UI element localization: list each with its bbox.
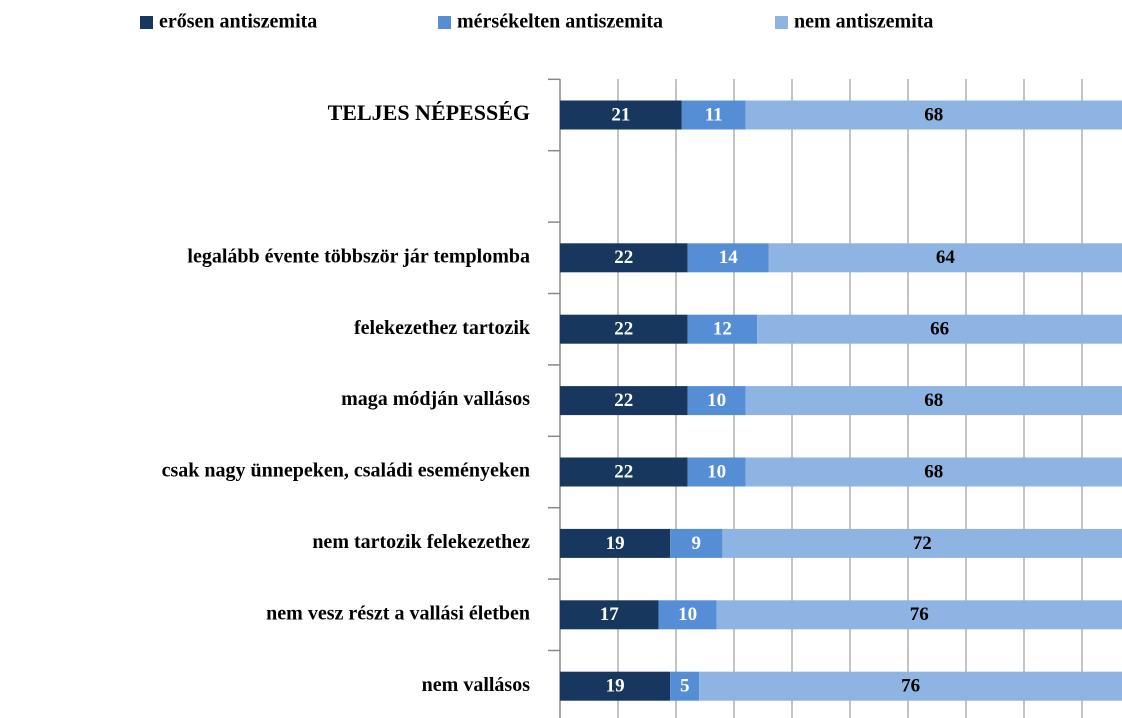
data-label: 10	[678, 604, 697, 625]
data-label: 12	[713, 319, 732, 340]
bar-segment	[560, 314, 688, 344]
category-label: TELJES NÉPESSÉG	[328, 100, 530, 125]
bar-segment	[745, 386, 1122, 416]
data-label: 72	[913, 533, 932, 554]
data-label: 22	[614, 390, 633, 411]
bar-segment	[560, 457, 688, 487]
data-label: 68	[924, 104, 943, 125]
data-label: 14	[719, 247, 739, 268]
category-label: legalább évente többször jár templomba	[187, 245, 530, 267]
bar-segment	[757, 314, 1122, 344]
category-label: nem vesz részt a vallási életben	[266, 602, 530, 624]
data-label: 76	[901, 676, 920, 697]
data-label: 22	[614, 247, 633, 268]
legend-swatch	[438, 16, 451, 29]
category-label: nem tartozik felekezethez	[312, 531, 530, 553]
data-label: 68	[924, 390, 943, 411]
bar-segment	[560, 100, 682, 130]
legend-swatch	[140, 16, 153, 29]
data-label: 17	[600, 604, 620, 625]
bar-segment	[560, 600, 659, 630]
bar-segment	[670, 671, 700, 701]
category-label: csak nagy ünnepeken, családi eseményeken	[162, 460, 530, 482]
category-label: felekezethez tartozik	[354, 317, 531, 339]
legend-label: erősen antiszemita	[159, 11, 317, 33]
bar-segment	[687, 457, 746, 487]
data-label: 76	[910, 604, 929, 625]
bar-segment	[745, 100, 1122, 130]
bar-segment	[560, 386, 688, 416]
legend-swatch	[775, 16, 788, 29]
data-label: 5	[680, 676, 690, 697]
data-label: 21	[611, 104, 630, 125]
bar-segment	[699, 671, 1122, 701]
legend-label: nem antiszemita	[794, 11, 933, 33]
data-label: 22	[614, 461, 633, 482]
bar-segment	[716, 600, 1122, 630]
bar-segment	[560, 243, 688, 273]
data-label: 19	[606, 533, 625, 554]
bar-segment	[722, 528, 1122, 558]
data-label: 9	[692, 533, 702, 554]
bar-segment	[687, 314, 758, 344]
data-label: 22	[614, 319, 633, 340]
bar-segment	[687, 243, 769, 273]
data-label: 11	[705, 104, 723, 125]
data-label: 66	[930, 319, 949, 340]
bar-segment	[670, 528, 723, 558]
bar-segment	[745, 457, 1122, 487]
data-label: 10	[707, 390, 726, 411]
bar-segment	[560, 671, 671, 701]
data-label: 68	[924, 461, 943, 482]
bar-segment	[687, 386, 746, 416]
data-label: 10	[707, 461, 726, 482]
category-label: maga módján vallásos	[341, 388, 530, 410]
legend-label: mérsékelten antiszemita	[457, 11, 663, 33]
data-label: 19	[606, 676, 625, 697]
data-label: 64	[936, 247, 956, 268]
bar-segment	[768, 243, 1122, 273]
bar-segment	[658, 600, 717, 630]
bar-segment	[681, 100, 746, 130]
category-label: nem vallásos	[422, 674, 531, 696]
bar-segment	[560, 528, 671, 558]
